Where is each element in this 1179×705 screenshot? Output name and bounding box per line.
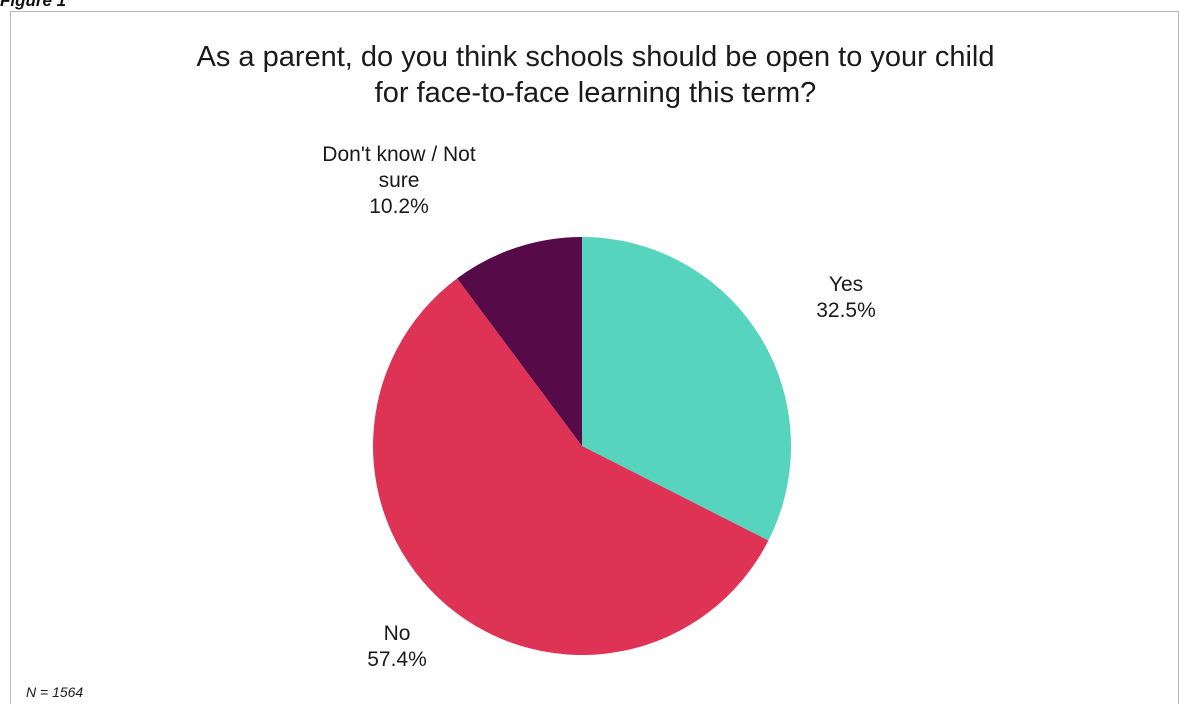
pie-slice-dont-know: [457, 237, 582, 446]
figure-label: Figure 1: [0, 0, 67, 10]
pie-slice-no: [372, 278, 769, 656]
slice-label-dont-know-name-line-2: sure: [378, 169, 420, 192]
chart-frame: As a parent, do you think schools should…: [10, 11, 1179, 704]
chart-title-line-1: As a parent, do you think schools should…: [196, 41, 995, 73]
pie-slice-yes: [582, 237, 791, 541]
slice-label-yes-value: 32.5%: [816, 299, 876, 322]
chart-title-line-2: for face-to-face learning this term?: [374, 77, 817, 109]
slice-label-no-value: 57.4%: [367, 648, 427, 671]
chart-title: As a parent, do you think schools should…: [11, 39, 1179, 111]
pie-chart: [372, 237, 791, 656]
slice-label-no: No 57.4%: [367, 621, 427, 673]
sample-size-note: N = 1564: [26, 684, 84, 700]
slice-label-yes-name: Yes: [828, 273, 864, 296]
slice-label-dont-know: Don't know / Not sure 10.2%: [322, 142, 475, 220]
slice-label-no-name: No: [383, 622, 411, 645]
slice-label-yes: Yes 32.5%: [816, 272, 876, 324]
slice-label-dont-know-value: 10.2%: [369, 195, 429, 218]
slice-label-dont-know-name-line-1: Don't know / Not: [322, 143, 476, 166]
